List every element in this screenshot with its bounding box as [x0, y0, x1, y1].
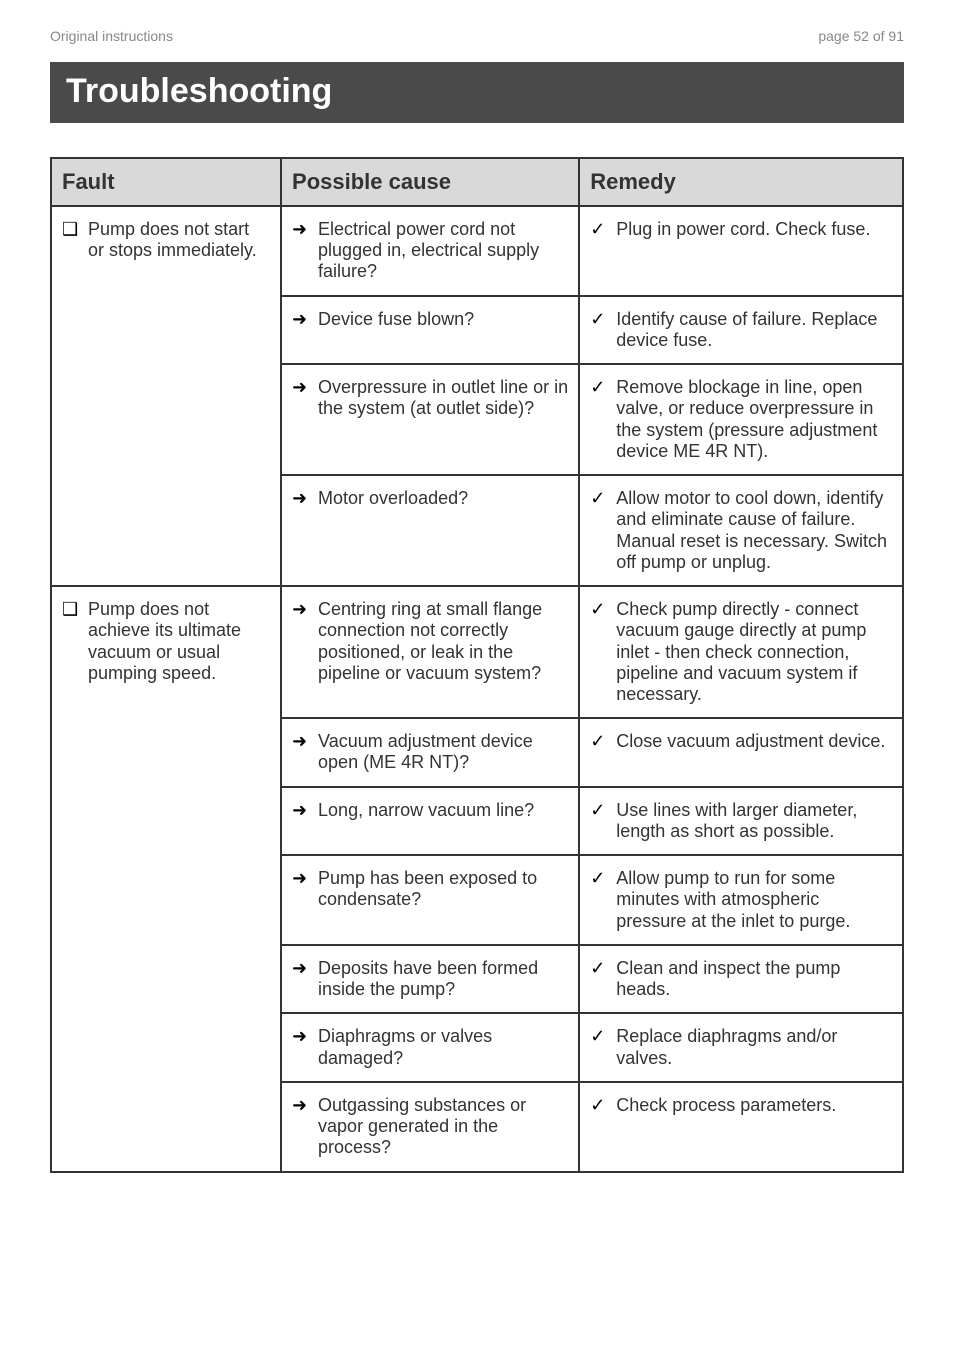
remedy-text: Allow pump to run for some minutes with …	[616, 868, 892, 932]
remedy-cell: ✓ Allow motor to cool down, identify and …	[579, 475, 903, 586]
cause-text: Long, narrow vacuum line?	[318, 800, 568, 821]
remedy-text: Clean and inspect the pump heads.	[616, 958, 892, 1000]
cause-text: Outgassing substances or vapor generated…	[318, 1095, 568, 1159]
fault-cell: ❑ Pump does not start or stops immediatel…	[51, 206, 281, 586]
cause-text: Centring ring at small flange connection…	[318, 599, 568, 684]
cause-cell: ➜ Outgassing substances or vapor generate…	[281, 1082, 579, 1172]
cause-cell: ➜ Centring ring at small flange connectio…	[281, 586, 579, 718]
fault-text: Pump does not start or stops immediately…	[88, 219, 270, 261]
fault-bullet-icon: ❑	[62, 219, 82, 240]
remedy-text: Plug in power cord. Check fuse.	[616, 219, 892, 240]
table-row: ❑ Pump does not achieve its ultimate vacu…	[51, 586, 903, 718]
check-icon: ✓	[590, 377, 610, 398]
arrow-right-icon: ➜	[292, 488, 312, 509]
page-title: Troubleshooting	[50, 62, 904, 123]
arrow-right-icon: ➜	[292, 731, 312, 752]
remedy-cell: ✓ Remove blockage in line, open valve, or…	[579, 364, 903, 475]
remedy-text: Use lines with larger diameter, length a…	[616, 800, 892, 842]
cause-text: Motor overloaded?	[318, 488, 568, 509]
check-icon: ✓	[590, 958, 610, 979]
arrow-right-icon: ➜	[292, 1095, 312, 1116]
cause-cell: ➜ Vacuum adjustment device open (ME 4R NT…	[281, 718, 579, 786]
check-icon: ✓	[590, 1026, 610, 1047]
remedy-text: Identify cause of failure. Replace devic…	[616, 309, 892, 351]
remedy-cell: ✓ Use lines with larger diameter, length …	[579, 787, 903, 855]
table-header-row: Fault Possible cause Remedy	[51, 158, 903, 206]
arrow-right-icon: ➜	[292, 800, 312, 821]
cause-text: Diaphragms or valves damaged?	[318, 1026, 568, 1068]
col-remedy: Remedy	[579, 158, 903, 206]
remedy-text: Check process parameters.	[616, 1095, 892, 1116]
cause-cell: ➜ Long, narrow vacuum line?	[281, 787, 579, 855]
header-right: page 52 of 91	[818, 28, 904, 44]
check-icon: ✓	[590, 219, 610, 240]
arrow-right-icon: ➜	[292, 958, 312, 979]
cause-text: Pump has been exposed to condensate?	[318, 868, 568, 910]
cause-cell: ➜ Motor overloaded?	[281, 475, 579, 586]
header-left: Original instructions	[50, 28, 173, 44]
remedy-text: Check pump directly - connect vacuum gau…	[616, 599, 892, 705]
check-icon: ✓	[590, 488, 610, 509]
cause-cell: ➜ Pump has been exposed to condensate?	[281, 855, 579, 945]
check-icon: ✓	[590, 800, 610, 821]
cause-text: Electrical power cord not plugged in, el…	[318, 219, 568, 283]
table-row: ❑ Pump does not start or stops immediatel…	[51, 206, 903, 296]
cause-cell: ➜ Deposits have been formed inside the pu…	[281, 945, 579, 1013]
remedy-cell: ✓ Identify cause of failure. Replace devi…	[579, 296, 903, 364]
cause-text: Deposits have been formed inside the pum…	[318, 958, 568, 1000]
remedy-cell: ✓ Check pump directly - connect vacuum ga…	[579, 586, 903, 718]
remedy-cell: ✓ Allow pump to run for some minutes with…	[579, 855, 903, 945]
arrow-right-icon: ➜	[292, 868, 312, 889]
arrow-right-icon: ➜	[292, 1026, 312, 1047]
check-icon: ✓	[590, 1095, 610, 1116]
arrow-right-icon: ➜	[292, 377, 312, 398]
cause-cell: ➜ Overpressure in outlet line or in the s…	[281, 364, 579, 475]
remedy-text: Close vacuum adjustment device.	[616, 731, 892, 752]
remedy-cell: ✓ Plug in power cord. Check fuse.	[579, 206, 903, 296]
col-cause: Possible cause	[281, 158, 579, 206]
cause-text: Device fuse blown?	[318, 309, 568, 330]
remedy-text: Allow motor to cool down, identify and e…	[616, 488, 892, 573]
fault-bullet-icon: ❑	[62, 599, 82, 620]
remedy-cell: ✓ Replace diaphragms and/or valves.	[579, 1013, 903, 1081]
check-icon: ✓	[590, 868, 610, 889]
col-fault: Fault	[51, 158, 281, 206]
fault-cell: ❑ Pump does not achieve its ultimate vacu…	[51, 586, 281, 1171]
cause-text: Vacuum adjustment device open (ME 4R NT)…	[318, 731, 568, 773]
arrow-right-icon: ➜	[292, 309, 312, 330]
remedy-text: Remove blockage in line, open valve, or …	[616, 377, 892, 462]
arrow-right-icon: ➜	[292, 599, 312, 620]
troubleshooting-table: Fault Possible cause Remedy ❑ Pump does n…	[50, 157, 904, 1173]
remedy-cell: ✓ Close vacuum adjustment device.	[579, 718, 903, 786]
fault-text: Pump does not achieve its ultimate vacuu…	[88, 599, 270, 684]
cause-cell: ➜ Electrical power cord not plugged in, e…	[281, 206, 579, 296]
cause-cell: ➜ Device fuse blown?	[281, 296, 579, 364]
remedy-cell: ✓ Check process parameters.	[579, 1082, 903, 1172]
cause-cell: ➜ Diaphragms or valves damaged?	[281, 1013, 579, 1081]
remedy-cell: ✓ Clean and inspect the pump heads.	[579, 945, 903, 1013]
remedy-text: Replace diaphragms and/or valves.	[616, 1026, 892, 1068]
arrow-right-icon: ➜	[292, 219, 312, 240]
check-icon: ✓	[590, 309, 610, 330]
check-icon: ✓	[590, 599, 610, 620]
cause-text: Overpressure in outlet line or in the sy…	[318, 377, 568, 419]
check-icon: ✓	[590, 731, 610, 752]
